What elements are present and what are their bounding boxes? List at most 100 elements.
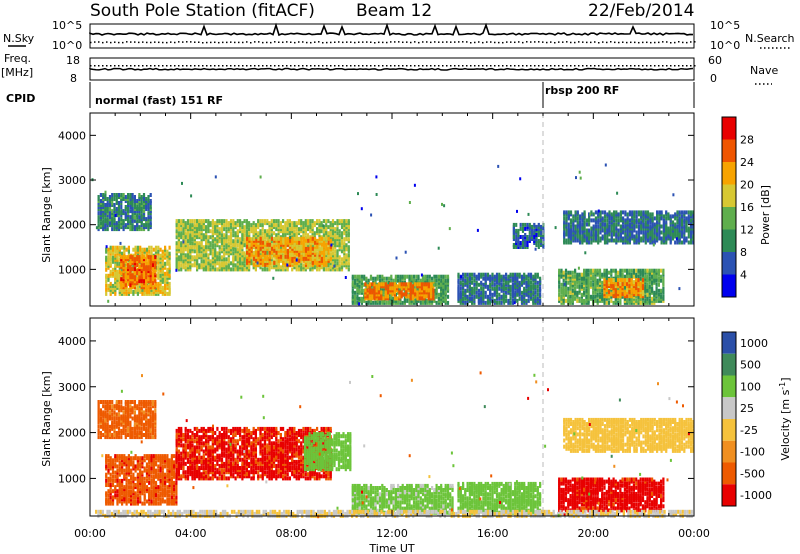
heatmap-cell xyxy=(280,256,283,261)
nsearch-point xyxy=(298,41,300,43)
heatmap-cell xyxy=(288,227,291,232)
heatmap-cell xyxy=(196,229,199,234)
heatmap-cell xyxy=(250,255,253,260)
heatmap-cell xyxy=(594,268,597,273)
heatmap-cell xyxy=(415,274,418,279)
heatmap-cell xyxy=(648,276,651,281)
nsearch-point xyxy=(434,41,436,43)
heatmap-cell xyxy=(489,296,492,301)
nave-point xyxy=(274,65,276,67)
heatmap-cell xyxy=(189,229,192,234)
nave-point xyxy=(690,65,692,67)
heatmap-cell xyxy=(123,245,126,250)
heatmap-cell xyxy=(347,245,350,250)
heatmap-cell xyxy=(626,294,629,299)
heatmap-cell xyxy=(143,247,146,252)
date-title: 22/Feb/2014 xyxy=(588,1,694,21)
nave-point xyxy=(326,65,328,67)
heatmap-cell xyxy=(397,274,400,279)
heatmap-cell xyxy=(340,261,344,266)
heatmap-cell xyxy=(540,239,543,243)
heatmap-cell xyxy=(399,298,402,303)
heatmap-cell xyxy=(311,267,314,272)
nave-point xyxy=(334,65,336,67)
heatmap-cell xyxy=(571,288,574,293)
heatmap-cell xyxy=(225,247,228,252)
nave-point xyxy=(294,65,296,67)
heatmap-cell xyxy=(196,219,199,224)
nave-point xyxy=(518,65,520,67)
heatmap-cell xyxy=(140,201,143,205)
heatmap-cell xyxy=(131,285,134,290)
heatmap-cell xyxy=(284,254,287,259)
heatmap-cell xyxy=(118,269,121,274)
nsearch-point xyxy=(334,41,336,43)
heatmap-cell xyxy=(102,193,105,197)
heatmap-cell xyxy=(410,298,413,303)
nave-point xyxy=(346,65,348,67)
heatmap-cell xyxy=(216,219,219,224)
nave-point xyxy=(670,65,672,67)
heatmap-cell xyxy=(619,288,622,293)
heatmap-cell xyxy=(106,217,109,222)
heatmap-cell xyxy=(159,263,162,268)
heatmap-cell xyxy=(302,267,305,272)
heatmap-cell xyxy=(567,286,570,291)
heatmap-cell xyxy=(261,223,264,228)
heatmap-cell xyxy=(145,217,148,222)
heatmap-cell xyxy=(509,284,512,289)
heatmap-cell xyxy=(245,219,248,224)
heatmap-cell xyxy=(468,284,471,289)
heatmap-cell xyxy=(175,247,178,252)
heatmap-cell xyxy=(236,223,239,228)
heatmap-cell xyxy=(136,273,139,278)
heatmap-cell xyxy=(132,263,135,268)
heatmap-cell xyxy=(515,235,518,239)
heatmap-cell xyxy=(120,217,123,222)
heatmap-cell xyxy=(245,265,248,270)
heatmap-cell xyxy=(133,215,136,220)
heatmap-cell xyxy=(562,286,565,291)
heatmap-cell xyxy=(132,247,135,252)
heatmap-cell xyxy=(241,221,244,226)
heatmap-cell xyxy=(576,290,579,295)
heatmap-cell xyxy=(583,286,586,291)
heatmap-cell xyxy=(331,237,335,242)
heatmap-cell xyxy=(129,255,132,260)
heatmap-cell xyxy=(363,288,366,293)
heatmap-cell xyxy=(124,255,127,260)
heatmap-cell xyxy=(295,221,298,226)
heatmap-cell xyxy=(394,274,397,279)
nave-point xyxy=(530,65,532,67)
nave-point xyxy=(230,65,232,67)
heatmap-cell xyxy=(225,233,228,238)
heatmap-cell xyxy=(493,282,496,287)
heatmap-cell xyxy=(147,195,150,199)
heatmap-cell xyxy=(372,276,375,281)
heatmap-cell xyxy=(150,245,153,250)
heatmap-cell xyxy=(617,282,620,287)
heatmap-cell xyxy=(533,233,536,237)
heatmap-cell xyxy=(505,290,508,295)
heatmap-cell xyxy=(637,268,640,273)
heatmap-cell xyxy=(482,286,485,291)
heatmap-cell xyxy=(236,229,239,234)
heatmap-cell xyxy=(243,225,246,230)
nave-point xyxy=(662,65,664,67)
heatmap-cell xyxy=(127,207,130,211)
heatmap-cell xyxy=(393,286,396,291)
heatmap-cell xyxy=(111,283,115,288)
heatmap-cell xyxy=(539,276,542,281)
heatmap-cell xyxy=(275,254,278,259)
heatmap-cell xyxy=(373,282,376,287)
nsearch-point xyxy=(658,41,660,44)
heatmap-cell xyxy=(389,288,392,293)
nave-point xyxy=(314,65,316,67)
heatmap-cell xyxy=(284,246,287,251)
heatmap-cell xyxy=(316,260,319,265)
nsearch-point xyxy=(314,41,316,43)
heatmap-cell xyxy=(161,277,164,282)
heatmap-cell xyxy=(345,229,348,234)
heatmap-cell xyxy=(466,280,469,285)
heatmap-cell xyxy=(518,272,521,277)
